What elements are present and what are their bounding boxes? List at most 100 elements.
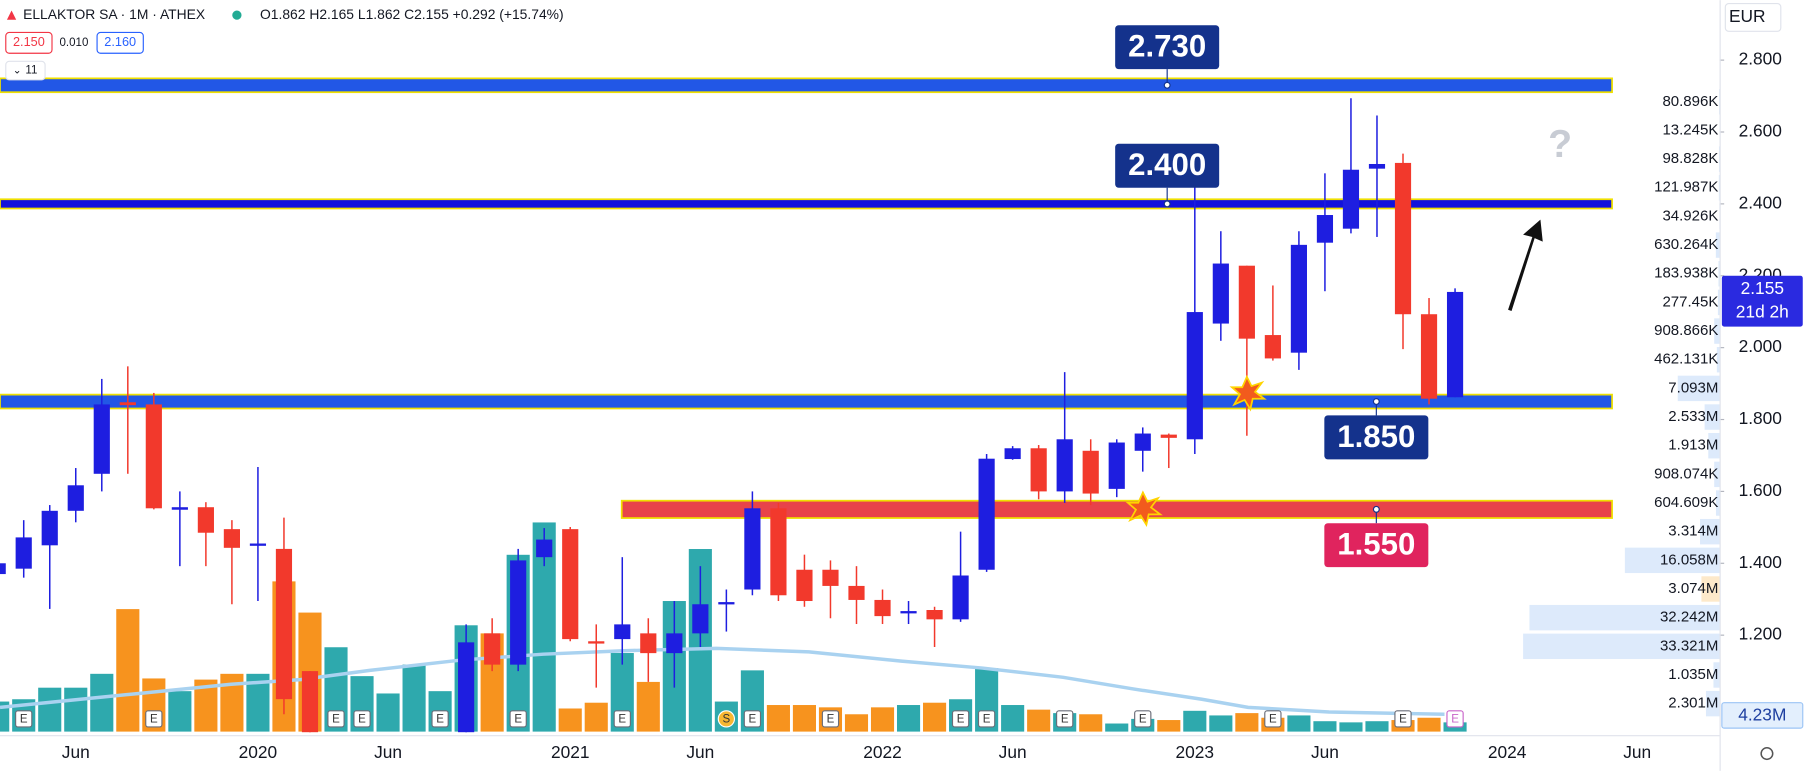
volume-bar	[1313, 721, 1337, 732]
volume-bar	[766, 705, 790, 732]
profile-label: 908.074K	[1654, 465, 1718, 482]
profile-bar	[1523, 633, 1720, 660]
event-marker	[509, 710, 527, 728]
event-label: E	[514, 714, 522, 726]
candle-body	[822, 569, 839, 586]
candle-body	[484, 633, 501, 665]
candle-body	[536, 539, 553, 558]
sell-box[interactable]	[5, 31, 53, 54]
currency: EUR	[1729, 6, 1766, 26]
candle-body	[249, 543, 267, 546]
level-label-box	[1324, 523, 1429, 568]
volume-bar	[64, 687, 88, 732]
arrow	[1508, 219, 1543, 311]
profile-label: 32.242M	[1660, 609, 1718, 626]
volume-bar	[1157, 720, 1181, 732]
x-tick-label: Jun	[686, 742, 714, 762]
profile-bar	[1717, 289, 1720, 316]
profile-bar	[1715, 232, 1720, 258]
countdown: 21d 2h	[1736, 301, 1789, 321]
buy-price: 2.160	[104, 34, 136, 49]
profile-label: 1.913M	[1668, 437, 1718, 454]
candle-body	[978, 458, 995, 570]
event-label: E	[1139, 714, 1147, 726]
settings-icon[interactable]	[1760, 747, 1774, 761]
volume-bar	[1183, 710, 1207, 732]
symbol-title[interactable]: ELLAKTOR SA · 1M · ATHEX	[23, 6, 205, 22]
profile-bar	[1677, 375, 1720, 402]
event-marker	[353, 710, 371, 728]
event-label: E	[1399, 714, 1407, 726]
candle-body	[119, 402, 136, 406]
event-marker	[327, 710, 345, 728]
profile-bar	[1708, 432, 1720, 459]
candle-body	[666, 633, 683, 654]
level-band	[620, 499, 1613, 519]
event-label: E	[332, 714, 340, 726]
level-anchor	[1372, 505, 1380, 513]
levels	[0, 69, 1613, 524]
profile-label: 3.074M	[1668, 580, 1718, 597]
profile-bar	[1700, 518, 1720, 545]
level-band	[0, 393, 1613, 410]
candle-body	[15, 537, 32, 569]
sell-price: 2.150	[13, 34, 45, 49]
volume-profile: 80.896K 13.245K 98.828K 121.987K 34.926K 630.…	[1523, 89, 1720, 717]
event-marker	[613, 710, 631, 728]
candle-body	[1082, 450, 1099, 494]
candle-body	[301, 671, 319, 733]
candle-body	[1056, 439, 1073, 492]
indicator-toggle[interactable]	[5, 60, 46, 81]
candle-body	[588, 641, 605, 644]
event-label: E	[150, 714, 158, 726]
profile-bar	[1624, 547, 1720, 574]
volume-bar	[246, 673, 270, 732]
currency-box[interactable]	[1724, 2, 1782, 32]
event-marker	[145, 710, 163, 728]
profile-bar	[1713, 662, 1720, 688]
level-band	[0, 77, 1613, 94]
y-tick-label: 2.000	[1739, 336, 1782, 356]
candle-body	[1290, 244, 1307, 353]
candle-body	[614, 624, 631, 640]
level-label-box	[1324, 415, 1429, 460]
profile-label: 462.131K	[1654, 351, 1718, 368]
profile-bar	[1701, 576, 1720, 602]
x-tick-label: 2021	[551, 742, 590, 762]
profile-label: 16.058M	[1660, 551, 1718, 568]
volume-bar	[168, 691, 192, 732]
volume-bar	[636, 681, 660, 732]
last-price-box	[1721, 275, 1803, 327]
event-label: E	[957, 714, 965, 726]
profile-label: 604.609K	[1654, 494, 1718, 511]
candle-body	[510, 560, 527, 665]
event-marker	[1134, 710, 1152, 728]
candle-body	[770, 508, 787, 596]
event-label: E	[20, 714, 28, 726]
volume-bar	[1027, 709, 1051, 732]
y-tick-label: 1.800	[1739, 408, 1782, 428]
candle-body	[718, 602, 735, 605]
profile-bar	[1529, 604, 1720, 631]
profile-label: 277.45K	[1662, 293, 1718, 310]
event-marker	[821, 710, 840, 728]
event-marker	[951, 710, 970, 728]
profile-label: 1.035M	[1668, 666, 1718, 683]
profile-label: 34.926K	[1662, 207, 1718, 224]
buy-box[interactable]	[96, 31, 144, 54]
candle-body	[900, 611, 917, 614]
volume-bar	[923, 702, 947, 732]
candle-body	[796, 569, 813, 602]
profile-bar	[1718, 261, 1720, 287]
y-tick-label: 2.800	[1739, 49, 1782, 69]
profile-bar	[1714, 318, 1720, 344]
event-marker	[431, 710, 449, 728]
candle-body	[744, 508, 761, 590]
candle-body	[1030, 448, 1047, 492]
candle-body	[1446, 291, 1464, 398]
volume-bar	[1001, 705, 1025, 732]
event-marker	[1446, 710, 1464, 728]
candle-body	[93, 404, 110, 474]
